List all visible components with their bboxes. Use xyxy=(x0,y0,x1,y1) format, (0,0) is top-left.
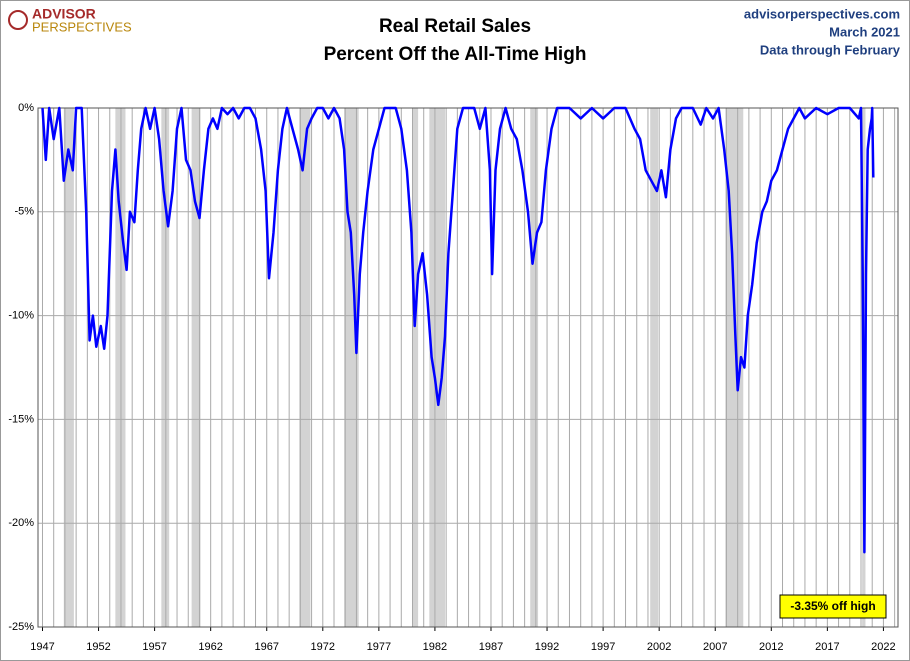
recession-band xyxy=(412,108,419,627)
x-tick-label: 2017 xyxy=(815,641,839,653)
x-tick-label: 2022 xyxy=(871,641,895,653)
recession-band xyxy=(63,108,74,627)
x-tick-label: 1982 xyxy=(423,641,447,653)
x-tick-label: 1967 xyxy=(254,641,278,653)
x-tick-label: 1952 xyxy=(86,641,110,653)
recession-band xyxy=(344,108,359,627)
y-tick-label: -20% xyxy=(8,517,34,529)
y-tick-label: 0% xyxy=(18,102,34,114)
recession-band xyxy=(161,108,170,627)
recession-band xyxy=(725,108,744,627)
recession-band xyxy=(191,108,201,627)
x-tick-label: 2007 xyxy=(703,641,727,653)
x-tick-label: 2002 xyxy=(647,641,671,653)
logo-icon xyxy=(8,10,28,30)
data-line xyxy=(41,106,875,554)
y-tick-label: -10% xyxy=(8,310,34,322)
recession-band xyxy=(429,108,446,627)
x-tick-label: 1997 xyxy=(591,641,615,653)
recession-band xyxy=(650,108,659,627)
x-tick-label: 1947 xyxy=(30,641,54,653)
plot-background xyxy=(38,108,898,627)
x-tick-label: 1972 xyxy=(311,641,335,653)
y-tick-label: -25% xyxy=(8,621,34,633)
recession-band xyxy=(299,108,311,627)
annotation: -3.35% off high xyxy=(790,599,875,613)
x-tick-label: 2012 xyxy=(759,641,783,653)
logo-text: PERSPECTIVES xyxy=(32,19,132,34)
recession-band xyxy=(530,108,539,627)
source: advisorperspectives.com xyxy=(744,6,900,21)
x-tick-label: 1957 xyxy=(142,641,166,653)
y-tick-label: -15% xyxy=(8,413,34,425)
recession-band xyxy=(115,108,126,627)
annotation-box xyxy=(779,594,887,619)
x-tick-label: 1962 xyxy=(198,641,222,653)
x-tick-label: 1992 xyxy=(535,641,559,653)
chart-title: Real Retail Sales xyxy=(379,16,531,37)
source: March 2021 xyxy=(829,24,900,39)
y-tick-label: -5% xyxy=(14,206,34,218)
chart-title: Percent Off the All-Time High xyxy=(324,44,587,65)
x-tick-label: 1977 xyxy=(367,641,391,653)
x-tick-label: 1987 xyxy=(479,641,503,653)
logo-text: ADVISOR xyxy=(32,6,96,22)
plot-area: 0% -5% -10% -15% -20% -25% 1947 1952 1957 1962 196… xyxy=(8,102,899,653)
source: Data through February xyxy=(760,42,901,57)
